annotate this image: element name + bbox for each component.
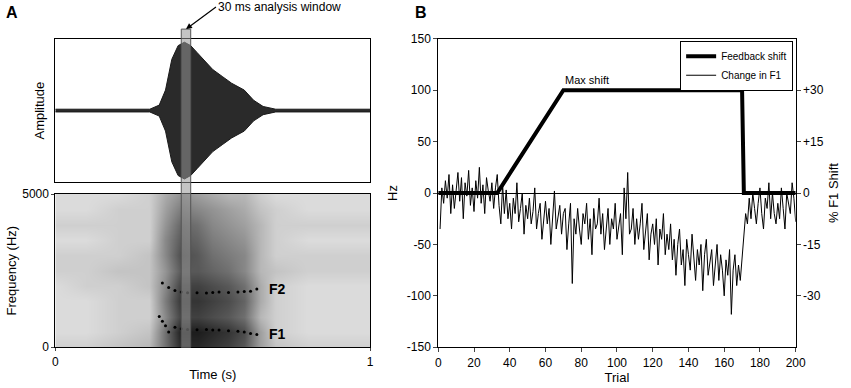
svg-text:0: 0: [803, 186, 810, 200]
svg-text:Change in F1: Change in F1: [721, 70, 781, 81]
svg-text:40: 40: [503, 356, 517, 370]
svg-text:Time (s): Time (s): [189, 367, 236, 382]
svg-text:160: 160: [714, 356, 734, 370]
svg-text:20: 20: [467, 356, 481, 370]
svg-text:-50: -50: [414, 238, 432, 252]
svg-text:F2: F2: [269, 281, 286, 297]
svg-text:A: A: [6, 4, 18, 21]
svg-text:50: 50: [418, 135, 432, 149]
svg-text:180: 180: [750, 356, 770, 370]
svg-text:-150: -150: [407, 340, 431, 354]
svg-text:0: 0: [42, 340, 49, 354]
svg-text:200: 200: [786, 356, 806, 370]
svg-text:Frequency (Hz): Frequency (Hz): [4, 226, 19, 316]
svg-text:Trial: Trial: [605, 370, 630, 385]
svg-text:100: 100: [607, 356, 627, 370]
svg-text:-15: -15: [803, 238, 821, 252]
svg-text:Amplitude: Amplitude: [32, 82, 47, 140]
svg-text:60: 60: [539, 356, 553, 370]
svg-text:Max shift: Max shift: [565, 74, 609, 86]
svg-text:-100: -100: [407, 289, 431, 303]
svg-text:150: 150: [411, 32, 431, 46]
svg-text:F1: F1: [269, 326, 286, 342]
svg-text:1: 1: [367, 355, 374, 369]
svg-text:+15: +15: [803, 135, 824, 149]
svg-text:30 ms analysis window: 30 ms analysis window: [218, 0, 341, 14]
svg-text:120: 120: [643, 356, 663, 370]
svg-text:-30: -30: [803, 289, 821, 303]
svg-text:Hz: Hz: [385, 185, 400, 201]
svg-text:100: 100: [411, 83, 431, 97]
svg-text:0: 0: [424, 186, 431, 200]
svg-text:5000: 5000: [22, 187, 49, 201]
svg-text:80: 80: [575, 356, 589, 370]
svg-text:0: 0: [52, 355, 59, 369]
svg-text:% F1 Shift: % F1 Shift: [826, 163, 841, 223]
svg-text:140: 140: [678, 356, 698, 370]
svg-text:0: 0: [435, 356, 442, 370]
svg-text:B: B: [415, 4, 427, 21]
svg-text:Feedback shift: Feedback shift: [721, 51, 786, 62]
svg-text:+30: +30: [803, 83, 824, 97]
